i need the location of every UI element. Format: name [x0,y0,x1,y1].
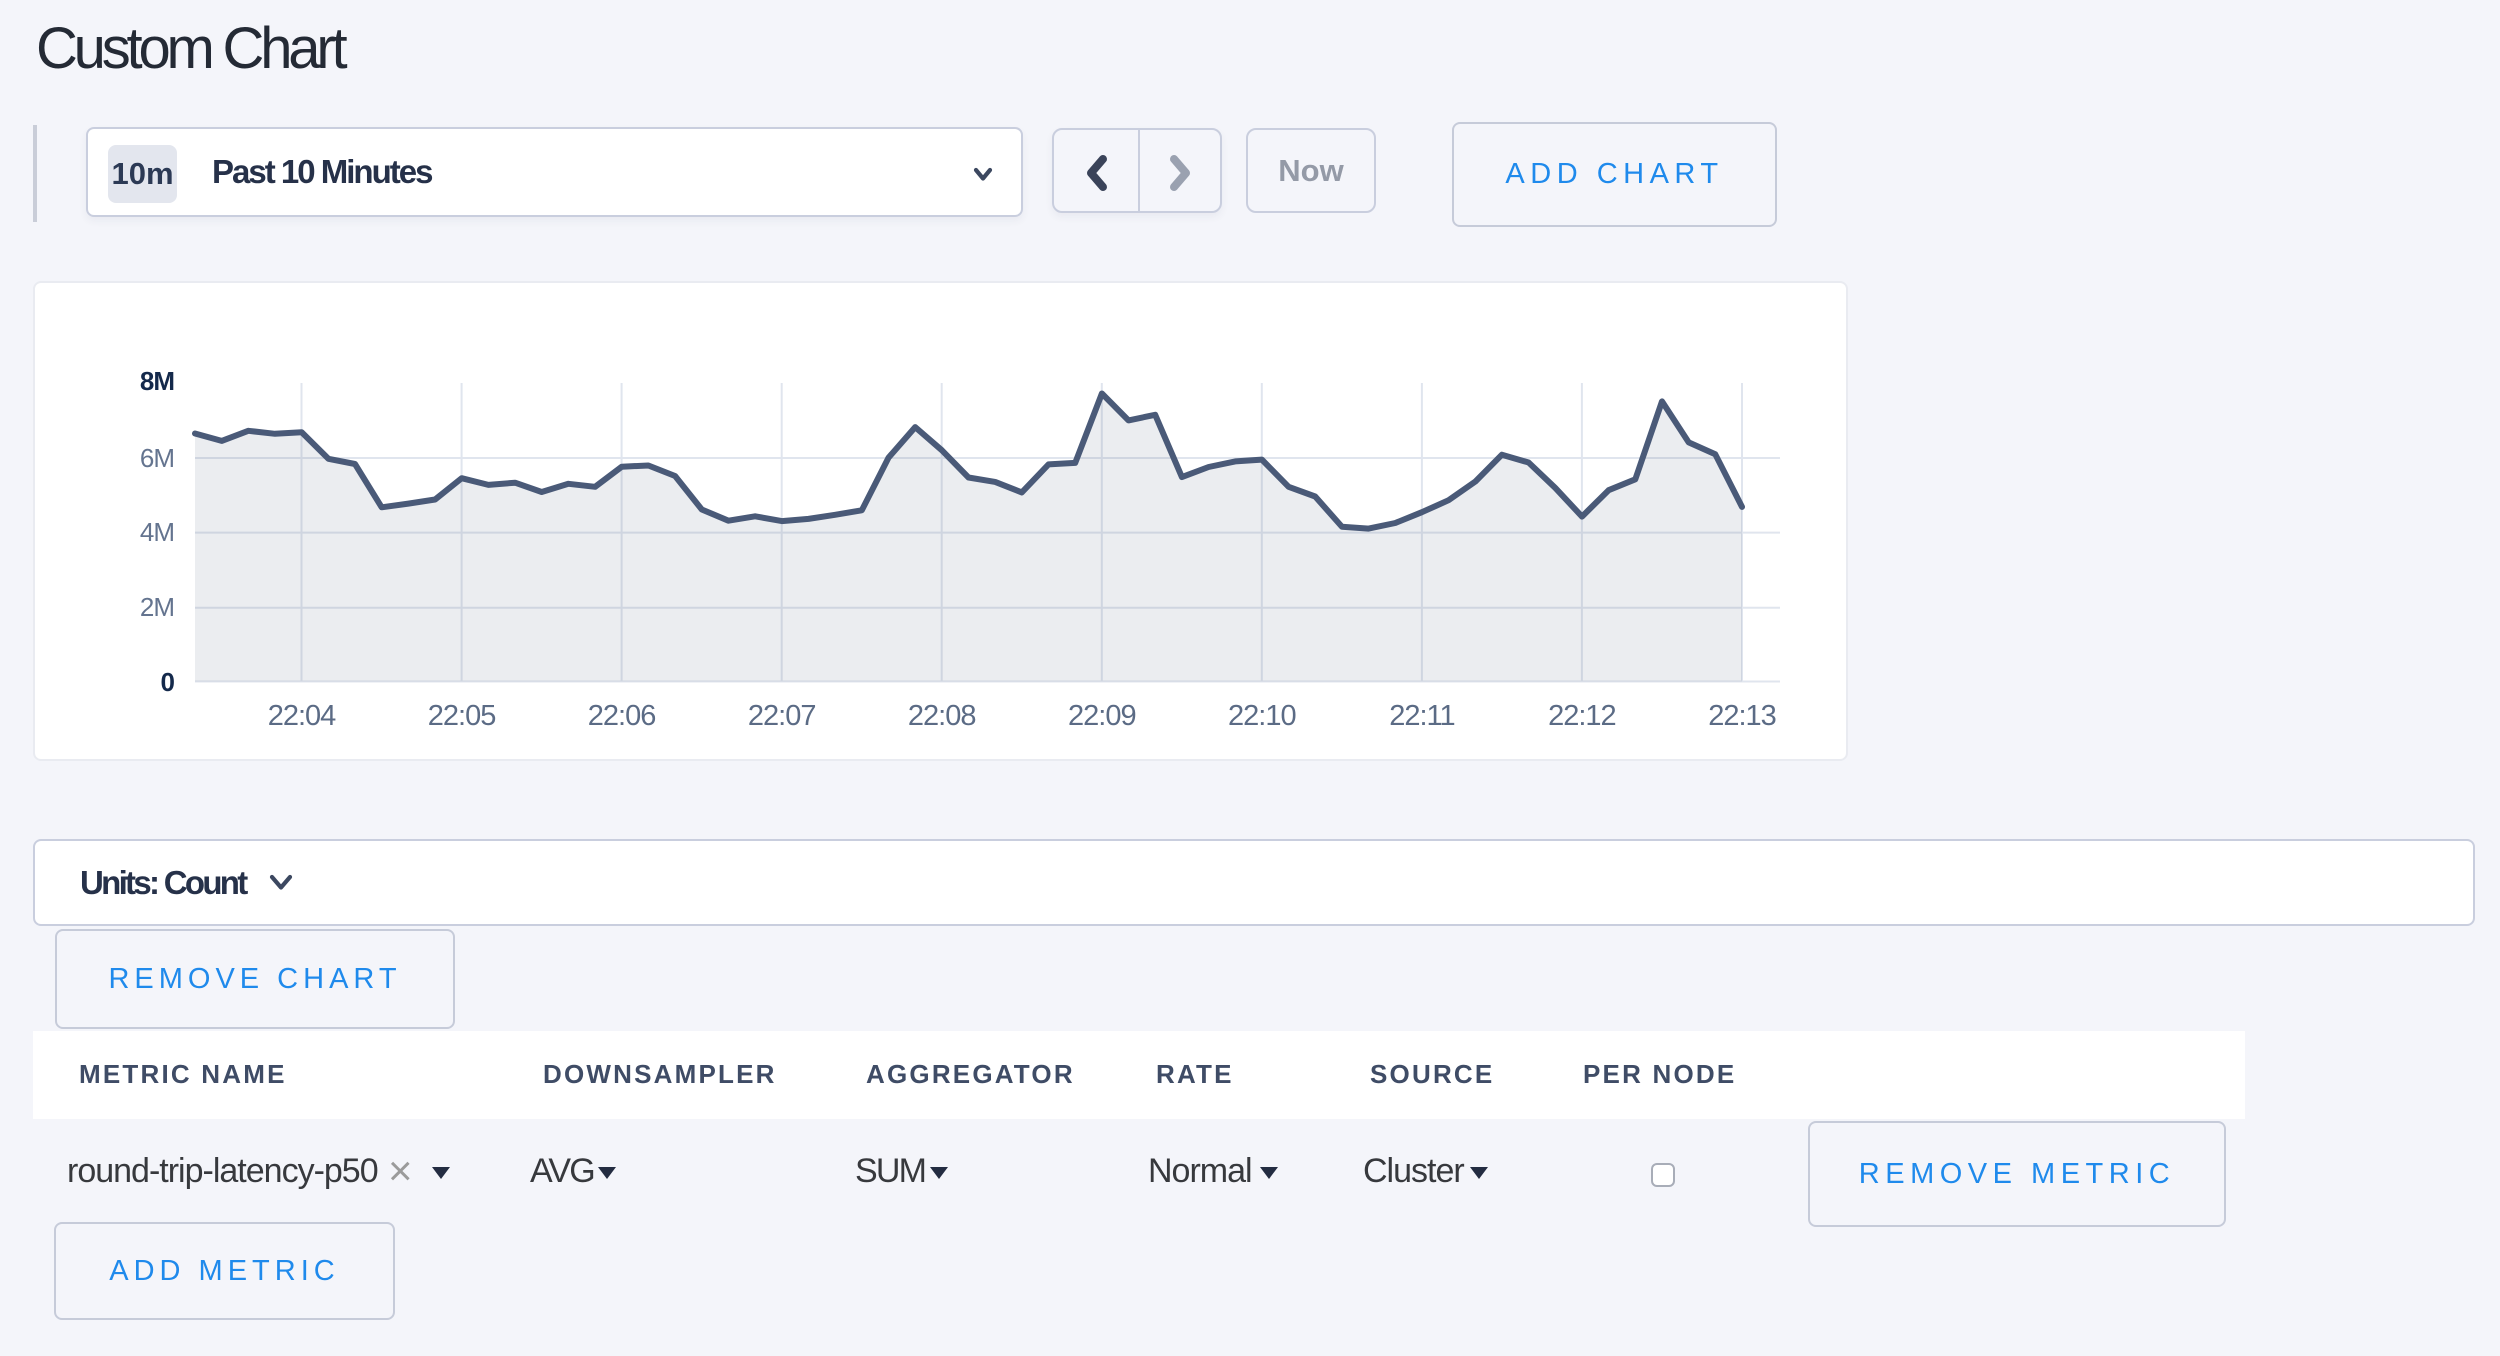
svg-text:8M: 8M [140,366,174,396]
svg-text:2M: 2M [140,592,174,622]
svg-text:0: 0 [161,667,175,697]
svg-text:22:11: 22:11 [1389,700,1454,732]
svg-text:4M: 4M [140,517,174,547]
svg-text:22:04: 22:04 [268,700,336,732]
svg-text:22:05: 22:05 [428,700,496,732]
svg-text:22:09: 22:09 [1068,700,1136,732]
svg-text:22:12: 22:12 [1548,700,1616,732]
svg-text:6M: 6M [140,443,174,473]
svg-text:22:06: 22:06 [588,700,656,732]
svg-text:22:08: 22:08 [908,700,976,732]
svg-text:22:07: 22:07 [748,700,816,732]
svg-text:22:13: 22:13 [1708,700,1776,732]
svg-text:22:10: 22:10 [1228,700,1296,732]
